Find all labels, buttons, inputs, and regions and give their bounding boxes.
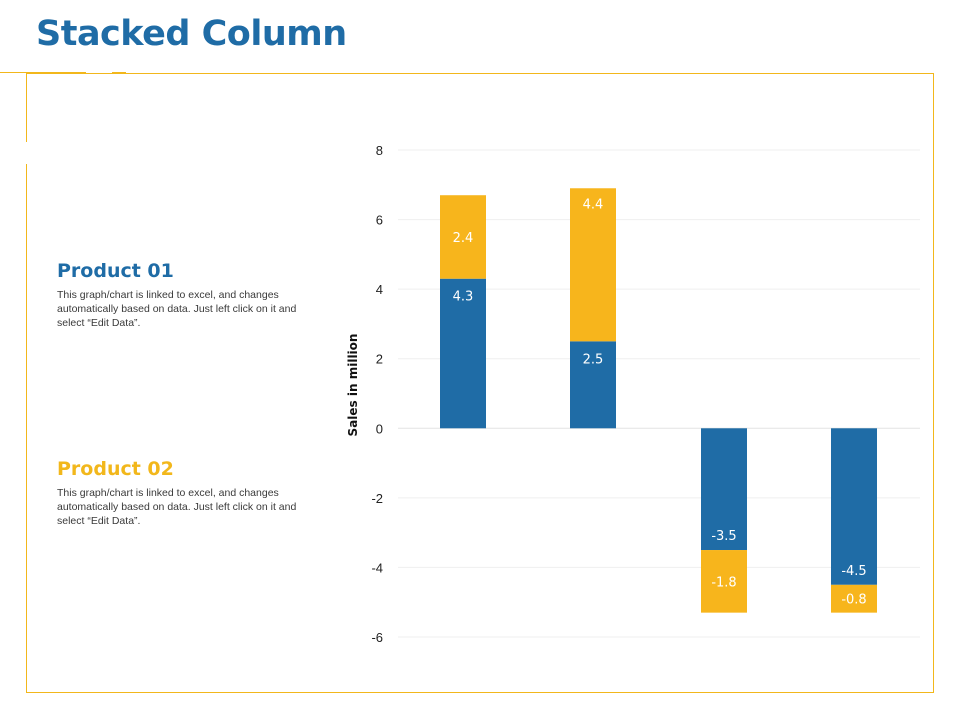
- bar-segment-2[interactable]: [701, 550, 747, 613]
- bar-data-label: -3.5: [711, 529, 736, 544]
- bar-segment-1[interactable]: [440, 278, 486, 429]
- product-01-block: Product 01 This graph/chart is linked to…: [57, 260, 297, 330]
- bar-segment-1[interactable]: [570, 341, 616, 429]
- y-tick-label: 4: [376, 282, 383, 297]
- y-tick-label: 2: [376, 352, 383, 367]
- bar-segment-1[interactable]: [831, 428, 877, 585]
- y-tick-label: -6: [371, 630, 383, 645]
- bar-data-label: 2.5: [583, 352, 604, 367]
- bar-data-label: 2.4: [453, 231, 474, 246]
- page-title: Stacked Column: [36, 14, 347, 54]
- y-axis-title: Sales in million: [346, 334, 360, 437]
- bar-data-label: -4.5: [841, 564, 866, 579]
- bar-segment-1[interactable]: [701, 428, 747, 551]
- product-01-description: This graph/chart is linked to excel, and…: [57, 289, 297, 329]
- accent-line: [0, 72, 86, 73]
- bar-segment-2[interactable]: [570, 188, 616, 342]
- bar-data-label: -1.8: [711, 575, 736, 590]
- product-02-description: This graph/chart is linked to excel, and…: [57, 487, 297, 527]
- y-tick-label: 0: [376, 421, 383, 436]
- accent-line-short: [112, 72, 126, 73]
- product-02-block: Product 02 This graph/chart is linked to…: [57, 458, 297, 528]
- bar-segment-2[interactable]: [831, 584, 877, 613]
- bar-segment-2[interactable]: [440, 195, 486, 279]
- product-02-title: Product 02: [57, 458, 174, 480]
- frame-gap: [24, 142, 29, 164]
- y-tick-label: -4: [371, 560, 383, 575]
- content-frame: [26, 73, 934, 693]
- bar-data-label: 4.4: [583, 197, 604, 212]
- y-tick-label: 8: [376, 143, 383, 158]
- bar-data-label: -0.8: [841, 593, 866, 608]
- product-01-title: Product 01: [57, 260, 174, 282]
- y-tick-label: 6: [376, 213, 383, 228]
- bar-data-label: 4.3: [453, 290, 474, 305]
- y-tick-label: -2: [371, 491, 383, 506]
